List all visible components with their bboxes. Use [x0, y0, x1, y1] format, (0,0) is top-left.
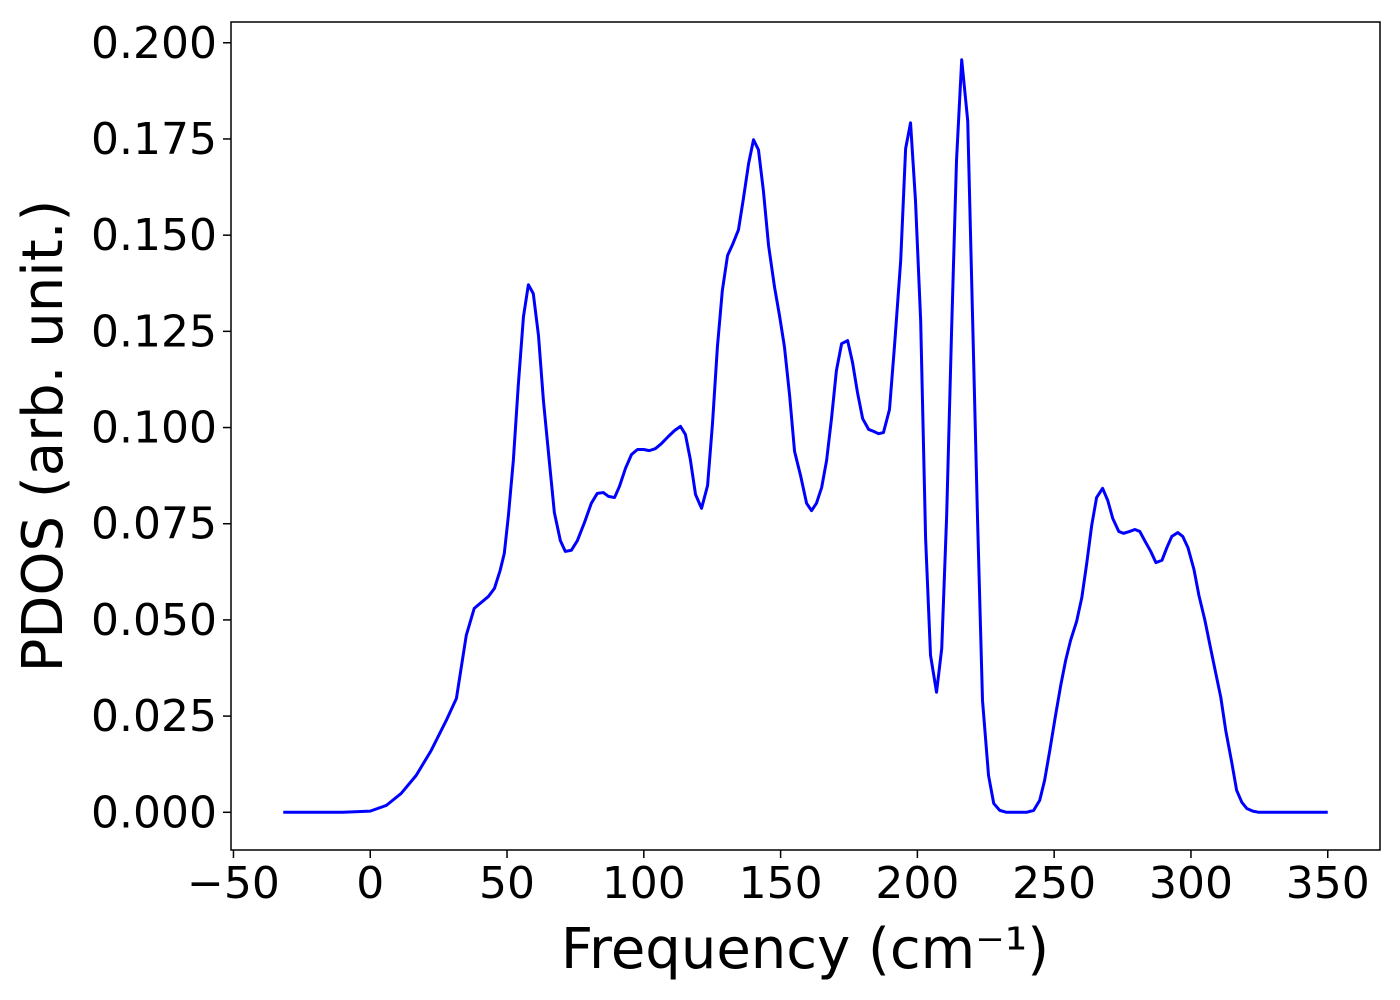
y-tick-label: 0.175: [91, 114, 217, 165]
y-tick-label: 0.050: [91, 595, 217, 646]
plot-frame: [230, 21, 1381, 851]
x-tick-label: 300: [1149, 858, 1233, 909]
x-tick-label: 150: [739, 858, 823, 909]
y-tick-label: 0.100: [91, 403, 217, 454]
data-line: [283, 58, 1328, 814]
x-tick-label: 100: [602, 858, 686, 909]
x-tick-label: −50: [187, 858, 280, 909]
x-tick-label: 250: [1012, 858, 1096, 909]
y-tick-label: 0.125: [91, 306, 217, 357]
y-axis-label: PDOS (arb. unit.): [11, 200, 76, 673]
x-tick-label: 200: [875, 858, 959, 909]
x-axis-label: Frequency (cm⁻¹): [561, 917, 1049, 982]
x-tick-label: 0: [356, 858, 384, 909]
y-tick-label: 0.200: [91, 18, 217, 69]
y-tick-label: 0.025: [91, 691, 217, 742]
y-tick-label: 0.075: [91, 499, 217, 550]
x-tick-label: 50: [479, 858, 535, 909]
y-tick-label: 0.150: [91, 210, 217, 261]
y-tick-label: 0.000: [91, 787, 217, 838]
x-tick-label: 350: [1286, 858, 1370, 909]
